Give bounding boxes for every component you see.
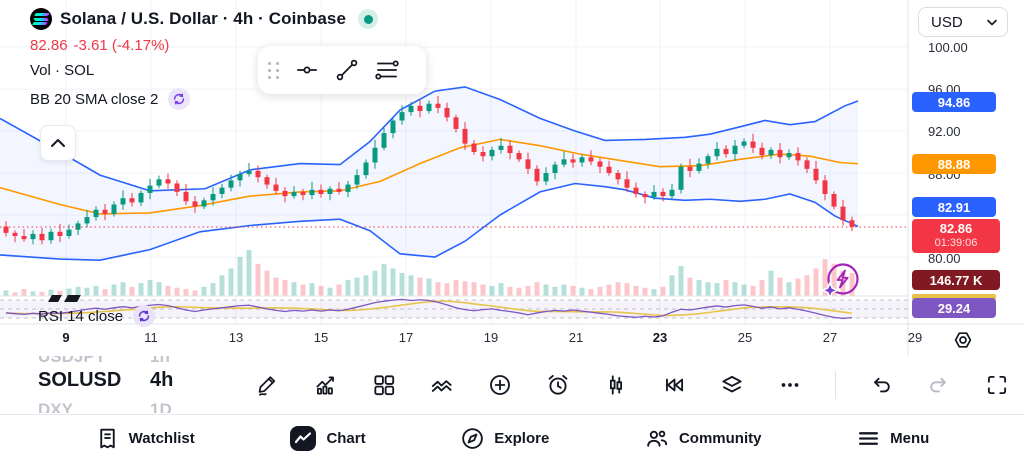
time-axis-label: 9	[62, 330, 70, 345]
nav-watchlist[interactable]: Watchlist	[95, 426, 195, 451]
symbol-strip: USDJPY 1h SOLUSD 4h DXY 1D	[0, 356, 1024, 413]
compare-zigzag-icon[interactable]	[429, 372, 455, 398]
price-change: -3.61 (-4.17%)	[73, 37, 170, 54]
candles-pattern-icon[interactable]	[603, 372, 629, 398]
alert-clock-icon[interactable]	[545, 372, 571, 398]
layout-grid-icon[interactable]	[371, 372, 397, 398]
rsi-loading-icon[interactable]	[133, 305, 156, 327]
menu-hamburger-icon	[859, 431, 879, 445]
redo-icon[interactable]	[926, 372, 952, 398]
replay-rewind-icon[interactable]	[661, 372, 687, 398]
solana-logo-icon	[30, 8, 52, 30]
bottom-navigation: Watchlist Chart Explore Community Menu	[0, 414, 1024, 461]
quick-action-lightning-button[interactable]	[816, 256, 866, 311]
drawing-toolbar	[258, 46, 426, 94]
rsi-label: 29.24	[912, 298, 996, 318]
volume-label: 146.77 K	[912, 270, 1000, 290]
draw-pencil-icon[interactable]	[255, 372, 281, 398]
chart-type-icon[interactable]	[313, 372, 339, 398]
time-axis-label: 15	[313, 330, 329, 345]
last-price: 82.86	[30, 37, 68, 54]
layers-icon[interactable]	[719, 372, 745, 398]
explore-compass-icon	[462, 427, 484, 449]
chart-header: Solana / U.S. Dollar · 4h · Coinbase 82.…	[30, 8, 379, 110]
currency-value: USD	[931, 13, 963, 31]
symbol-wheel-picker[interactable]: USDJPY 1h SOLUSD 4h DXY 1D	[38, 356, 188, 413]
nav-chart[interactable]: Chart	[289, 425, 366, 452]
time-axis-label: 29	[907, 330, 923, 345]
undo-icon[interactable]	[868, 372, 894, 398]
bb-basis-label: 88.88	[912, 154, 996, 174]
time-axis-label: 21	[568, 330, 584, 345]
drag-handle-icon[interactable]	[268, 61, 280, 79]
more-options-icon[interactable]	[777, 372, 803, 398]
chart-region: Solana / U.S. Dollar · 4h · Coinbase 82.…	[0, 0, 1024, 356]
nav-menu[interactable]: Menu	[856, 426, 929, 451]
bb-lower-label: 82.91	[912, 197, 996, 217]
toolbar-divider	[835, 370, 836, 399]
time-axis-label: 27	[822, 330, 838, 345]
sparkle-icon	[820, 281, 840, 300]
time-axis-label: 19	[483, 330, 499, 345]
chevron-up-icon	[51, 139, 65, 147]
symbol-title[interactable]: Solana / U.S. Dollar · 4h · Coinbase	[60, 9, 347, 28]
price-level: 100.00	[928, 40, 968, 55]
chevron-down-icon	[987, 19, 997, 25]
next-symbol-row[interactable]: DXY 1D	[38, 400, 172, 413]
current-symbol-row[interactable]: SOLUSD 4h	[38, 369, 174, 391]
time-axis-label: 17	[398, 330, 414, 345]
bb-indicator-label[interactable]: BB 20 SMA close 2	[30, 90, 159, 108]
fullscreen-icon[interactable]	[984, 372, 1010, 398]
time-axis-label: 25	[737, 330, 753, 345]
time-axis-label: 23	[652, 330, 668, 345]
chart-toolbar	[255, 356, 1010, 413]
fib-retracement-tool-icon[interactable]	[374, 57, 400, 83]
price-row: 82.86 -3.61 (-4.17%)	[30, 37, 378, 54]
time-axis[interactable]: 9 11 13 15 17 19 21 23 25 27 29	[0, 324, 1024, 356]
horizontal-line-tool-icon[interactable]	[294, 57, 320, 83]
previous-symbol-row[interactable]: USDJPY 1h	[38, 356, 170, 366]
price-level: 92.00	[928, 124, 961, 139]
time-axis-label: 13	[228, 330, 244, 345]
bb-loading-icon[interactable]	[168, 88, 191, 110]
lightning-icon	[836, 269, 849, 289]
market-status-icon	[358, 9, 379, 29]
volume-indicator-label[interactable]: Vol · SOL	[30, 62, 95, 79]
add-plus-icon[interactable]	[487, 372, 513, 398]
settings-gear-icon[interactable]	[948, 325, 978, 355]
watchlist-icon	[99, 428, 115, 448]
trend-line-tool-icon[interactable]	[334, 57, 360, 83]
last-price-label: 82.86 01:39:06	[912, 219, 1000, 253]
collapse-panel-button[interactable]	[40, 125, 76, 161]
nav-explore[interactable]: Explore	[460, 426, 549, 451]
chart-icon	[290, 425, 317, 451]
price-level: 80.00	[928, 251, 961, 266]
currency-selector[interactable]: USD	[918, 7, 1008, 37]
community-people-icon	[647, 430, 668, 447]
time-axis-label: 11	[144, 330, 158, 345]
chart-canvas[interactable]	[0, 0, 1024, 356]
nav-community[interactable]: Community	[644, 426, 761, 451]
rsi-ma-value-sliver	[912, 294, 996, 300]
rsi-indicator-label[interactable]: RSI 14 close	[38, 307, 124, 325]
bb-upper-label: 94.86	[912, 92, 996, 112]
